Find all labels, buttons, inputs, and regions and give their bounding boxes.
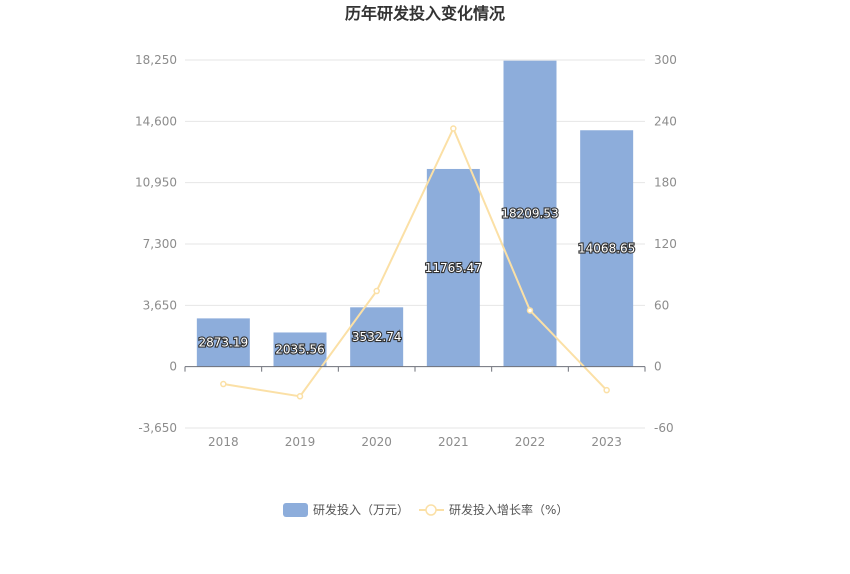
axes: 18,250 14,600 10,950 7,300 3,650 0 -3,650 300 24…: [135, 53, 677, 449]
y-right-tick-label: 60: [654, 298, 669, 312]
y-left-tick-label: 7,300: [143, 237, 177, 251]
line-point[interactable]: [220, 380, 227, 388]
bar-labels: 2873.19 2035.56 3532.74 11765.47 18209.53 140…: [197, 206, 636, 358]
legend-item-rd-investment[interactable]: 研发投入（万元）: [283, 502, 409, 517]
x-tick-label: 2021: [438, 435, 469, 449]
legend-swatch-marker: [425, 504, 437, 516]
x-tick-label: 2019: [285, 435, 316, 449]
y-right-tick-label: 0: [654, 360, 662, 374]
y-left-tick-label: -3,650: [138, 421, 177, 435]
y-right-tick-label: 180: [654, 176, 677, 190]
x-tick-label: 2020: [361, 435, 392, 449]
line-point[interactable]: [373, 287, 380, 295]
y-right-tick-label: 240: [654, 114, 677, 128]
growth-rate-line: [223, 126, 608, 398]
legend[interactable]: 研发投入（万元） 研发投入增长率（%）: [283, 502, 568, 517]
legend-label-rd-investment: 研发投入（万元）: [313, 502, 409, 517]
bar-data-label: 2873.19: [199, 336, 249, 350]
line-point[interactable]: [450, 125, 457, 132]
bar-data-label: 3532.74: [352, 330, 402, 344]
line-series: [220, 125, 610, 400]
legend-item-growth-rate[interactable]: 研发投入增长率（%）: [419, 502, 568, 517]
line-point[interactable]: [526, 307, 534, 314]
x-tick-label: 2018: [208, 435, 239, 449]
bar[interactable]: [196, 318, 250, 367]
bar-series: [196, 60, 634, 367]
x-tick-label: 2022: [515, 435, 546, 449]
bar-data-label: 18209.53: [501, 207, 558, 221]
bar[interactable]: [503, 60, 557, 367]
bar-data-label: 2035.56: [275, 343, 325, 357]
legend-label-growth-rate: 研发投入增长率（%）: [449, 502, 568, 517]
y-left-tick-label: 14,600: [135, 114, 177, 128]
y-left-tick-label: 3,650: [143, 298, 177, 312]
bar[interactable]: [580, 130, 634, 367]
y-left-tick-label: 18,250: [135, 53, 177, 67]
legend-swatch-bar: [283, 503, 308, 517]
y-right-tick-label: -60: [654, 421, 674, 435]
bar[interactable]: [426, 168, 480, 367]
y-left-tick-label: 10,950: [135, 176, 177, 190]
line-point[interactable]: [603, 386, 610, 394]
chart-title: 历年研发投入变化情况: [345, 4, 505, 23]
y-left-tick-label: 0: [169, 360, 177, 374]
grid-lines: [185, 59, 645, 429]
y-right-tick-label: 120: [654, 237, 677, 251]
y-right-tick-label: 300: [654, 53, 677, 67]
line-point[interactable]: [296, 393, 304, 400]
bar[interactable]: [273, 332, 327, 367]
x-tick-label: 2023: [591, 435, 622, 449]
bar[interactable]: [350, 307, 404, 367]
bar-data-label: 11765.47: [425, 261, 482, 275]
bar-data-label: 14068.65: [578, 241, 635, 255]
